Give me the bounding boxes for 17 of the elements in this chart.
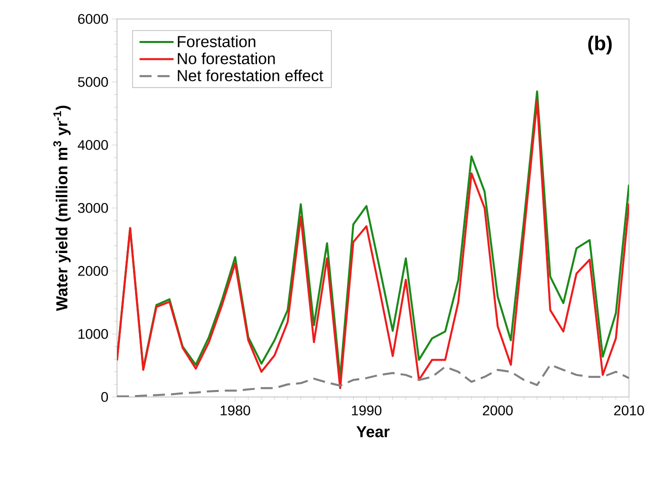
x-tick-label: 2010 bbox=[614, 405, 644, 416]
text: Water yield (million m$^{3}$ yr$^{-1}$) bbox=[53, 106, 71, 312]
y-tick-label: 4000 bbox=[78, 140, 108, 150]
legend-label: Forestation bbox=[178, 36, 256, 48]
y-tick-label: 5000 bbox=[78, 77, 108, 87]
x-axis-title: Year bbox=[356, 426, 390, 438]
y-tick-label: 0 bbox=[101, 392, 108, 402]
x-tick-label: 1990 bbox=[352, 405, 382, 416]
x-tick-label: 2000 bbox=[482, 405, 513, 416]
y-tick-label: 6000 bbox=[78, 14, 108, 24]
y-tick-label: 2000 bbox=[78, 266, 108, 276]
y-tick-label: 3000 bbox=[78, 203, 108, 213]
legend-label: No forestation bbox=[178, 52, 275, 64]
legend-label: Net forestation effect bbox=[178, 70, 324, 82]
y-tick-label: 1000 bbox=[78, 329, 108, 339]
annotation: (b) bbox=[588, 36, 612, 54]
x-tick-label: 1980 bbox=[220, 405, 250, 416]
